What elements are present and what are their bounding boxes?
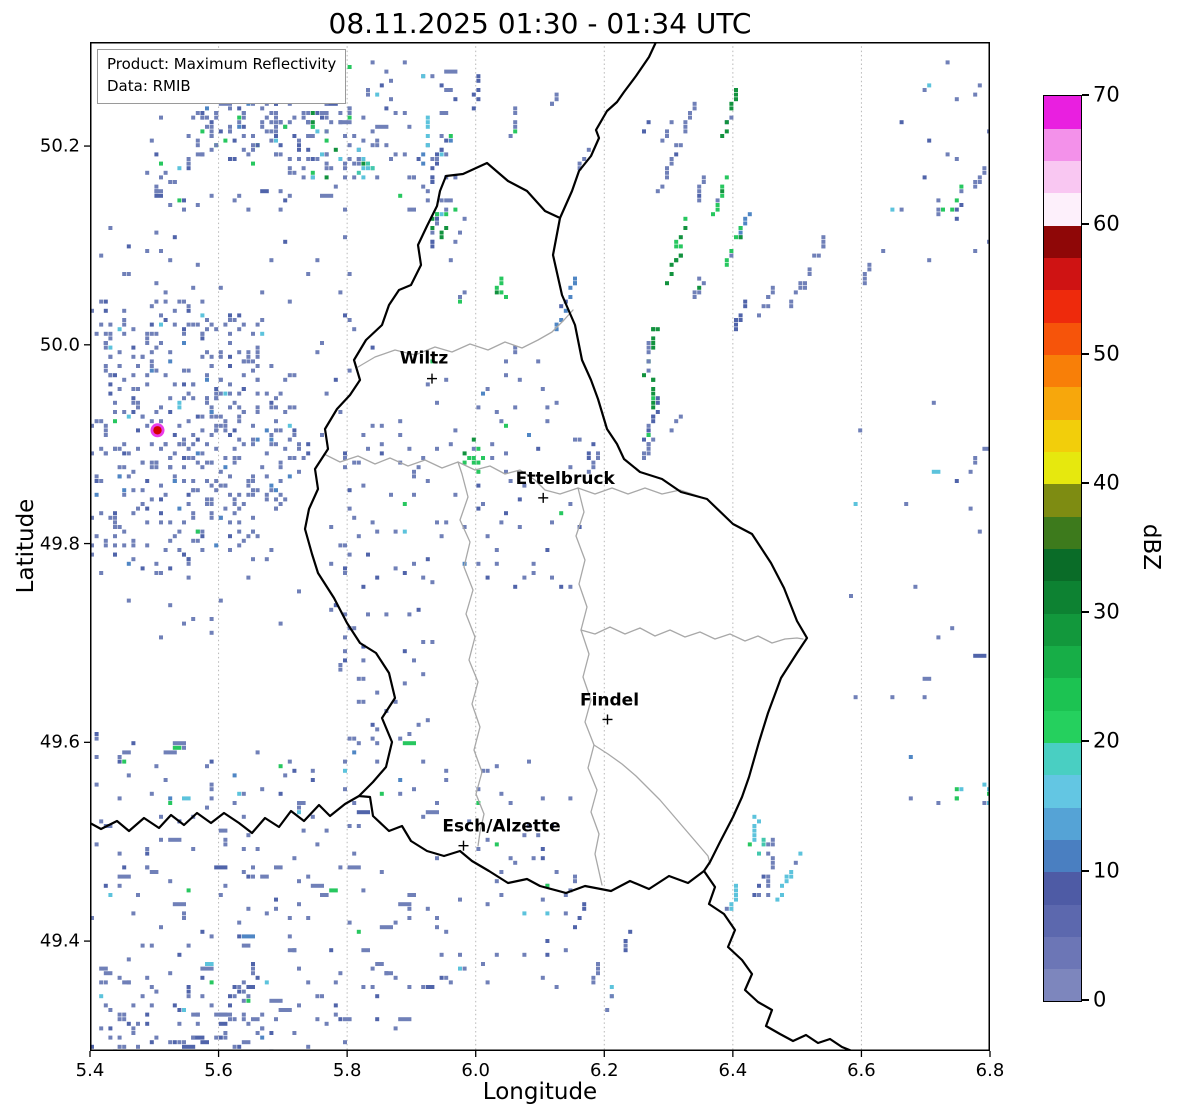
colorbar-segment [1044,192,1081,226]
colorbar-segment [1044,354,1081,388]
x-tick-label: 6.2 [589,1060,619,1081]
y-axis-label: Latitude [13,498,39,594]
region-borders [323,309,804,886]
city-markers: Wiltz Ettelbruck Findel Esch/Alzette [400,349,639,851]
y-tick-label: 50.0 [39,334,80,356]
colorbar-tick-mark [1082,481,1089,484]
page-title: 08.11.2025 01:30 - 01:34 UTC [328,7,752,40]
city-label: Findel [580,690,639,710]
colorbar-segment [1044,742,1081,776]
colorbar-tick-mark [1082,740,1089,743]
colorbar-tick-label: 60 [1093,211,1120,236]
colorbar-segment [1044,289,1081,323]
colorbar-segment [1044,483,1081,517]
x-axis-label: Longitude [482,1079,598,1105]
x-tick-label: 6.8 [975,1060,1005,1081]
colorbar-tick-mark [1082,869,1089,872]
colorbar-segment [1044,613,1081,646]
colorbar-segment [1044,580,1081,614]
colorbar-tick-mark [1082,611,1089,614]
y-tick-label: 50.2 [39,135,80,157]
y-tick-label: 49.8 [39,533,80,555]
gridlines [90,42,990,1051]
colorbar-tick-mark [1082,999,1089,1001]
colorbar-segment [1044,548,1081,582]
y-tick-label: 49.6 [39,731,80,753]
x-tick-label: 6.0 [461,1060,491,1081]
colorbar-segment [1044,96,1081,129]
colorbar-segment [1044,904,1081,937]
colorbar-tick-label: 50 [1093,341,1120,366]
plot-frame [90,42,990,1051]
colorbar-segment [1044,451,1081,485]
colorbar [1043,95,1082,1002]
colorbar-segment [1044,774,1081,808]
city-label: Ettelbruck [516,469,616,489]
colorbar-segment [1044,839,1081,873]
colorbar-tick-label: 70 [1093,82,1120,107]
colorbar-segment [1044,710,1081,743]
colorbar-segment [1044,160,1081,194]
colorbar-tick-mark [1082,94,1089,96]
colorbar-tick-mark [1082,352,1089,355]
colorbar-segment [1044,807,1081,840]
colorbar-segment [1044,225,1081,259]
colorbar-segment [1044,128,1081,162]
radar-site-marker [150,423,165,438]
colorbar-segment [1044,386,1081,420]
city-label: Wiltz [400,349,449,369]
x-tick-label: 6.6 [847,1060,876,1081]
radar-echo-pixels [90,60,990,1051]
colorbar-label: dBZ [1138,523,1164,571]
radar-map-plot: Wiltz Ettelbruck Findel Esch/Alzette [84,42,991,1057]
colorbar-segment [1044,936,1081,970]
colorbar-tick-label: 10 [1093,858,1120,883]
colorbar-segment [1044,677,1081,711]
colorbar-segment [1044,871,1081,905]
y-tick-label: 49.4 [39,930,80,952]
colorbar-tick-label: 40 [1093,470,1120,495]
city-label: Esch/Alzette [442,817,560,837]
product-info-line: Product: Maximum Reflectivity [107,55,337,73]
x-tick-label: 5.4 [75,1060,105,1081]
country-borders [90,42,854,1051]
colorbar-segment [1044,968,1081,1002]
colorbar-tick-mark [1082,223,1089,226]
data-source-line: Data: RMIB [107,76,191,95]
colorbar-segment [1044,322,1081,356]
colorbar-segment [1044,257,1081,291]
colorbar-segment [1044,516,1081,549]
axis-tick-marks [84,145,991,1057]
colorbar-tick-label: 30 [1093,599,1120,624]
colorbar-tick-label: 0 [1093,987,1107,1012]
x-tick-label: 5.8 [332,1060,362,1081]
x-tick-label: 6.4 [718,1060,748,1081]
colorbar-segment [1044,419,1081,453]
colorbar-tick-label: 20 [1093,728,1120,753]
colorbar-segment [1044,645,1081,679]
product-info-box: Product: Maximum Reflectivity Data: RMIB [97,49,347,104]
x-tick-label: 5.6 [204,1060,233,1081]
